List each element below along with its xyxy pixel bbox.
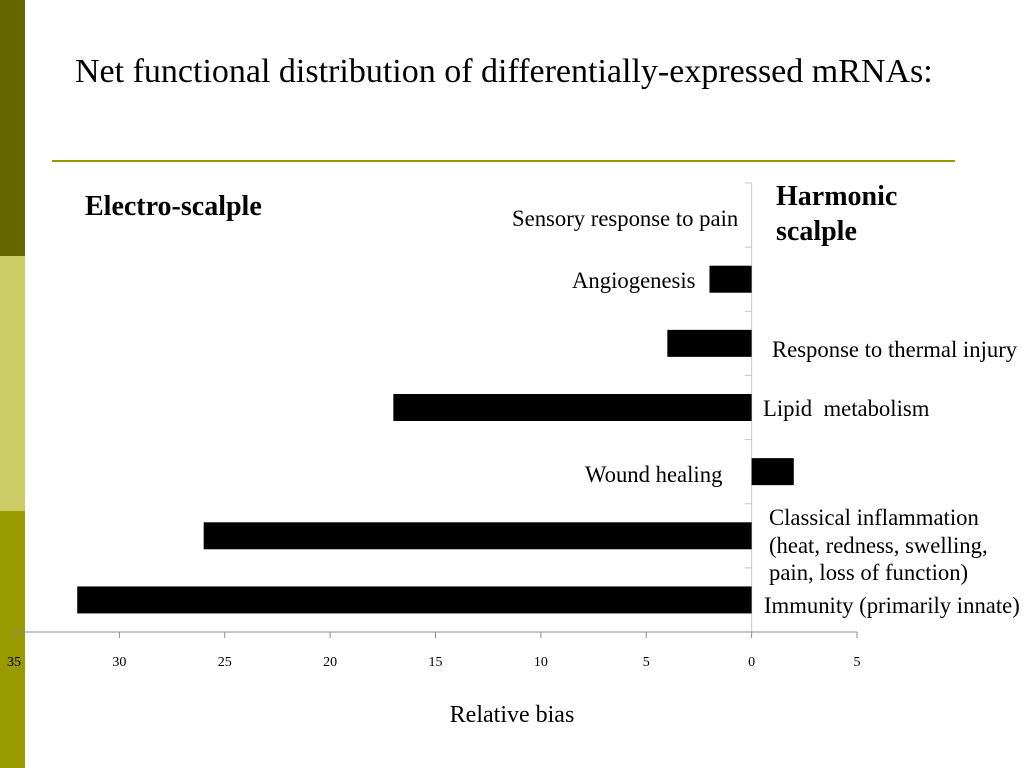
- page-title: Net functional distribution of different…: [75, 53, 933, 90]
- bar-lipid-metabolism: [393, 394, 752, 421]
- side-strip-top: [0, 0, 25, 256]
- bar-immunity-primarily-innate: [77, 586, 752, 614]
- electro-scalple-label: Electro-scalple: [85, 191, 262, 222]
- x-tick-label: 20: [323, 655, 337, 670]
- category-label-angiogenesis: Angiogenesis: [572, 268, 696, 293]
- bar-classical-inflammation: [203, 522, 752, 550]
- category-label-immunity: Immunity (primarily innate): [764, 593, 1020, 618]
- x-tick-label: 0: [748, 655, 755, 670]
- bar-angiogenesis: [709, 265, 752, 293]
- side-strip-middle: [0, 256, 25, 511]
- x-tick-label: 15: [429, 655, 443, 670]
- bar-response-to-thermal-injury: [667, 329, 752, 357]
- x-tick-label: 25: [218, 655, 232, 670]
- x-tick-label: 5: [643, 655, 650, 670]
- x-tick-label: 5: [854, 655, 861, 670]
- title-rule: [52, 160, 955, 162]
- category-label-response-to-thermal-injury: Response to thermal injury: [772, 337, 1018, 362]
- x-tick-label: 30: [112, 655, 126, 670]
- category-label-classical-inflammation: Classical inflammation (heat, redness, s…: [769, 505, 988, 585]
- x-tick-label: 35: [7, 655, 21, 670]
- category-label-wound-healing: Wound healing: [585, 462, 723, 487]
- side-strip-bottom: [0, 511, 25, 768]
- x-axis-title: Relative bias: [449, 702, 575, 728]
- category-label-sensory-response-to-pain: Sensory response to pain: [512, 206, 739, 231]
- harmonic-scalple-label: Harmonic scalple: [776, 181, 898, 247]
- category-label-lipid-metabolism: Lipid metabolism: [763, 396, 930, 421]
- bar-wound-healing: [751, 458, 794, 486]
- x-tick-label: 10: [534, 655, 548, 670]
